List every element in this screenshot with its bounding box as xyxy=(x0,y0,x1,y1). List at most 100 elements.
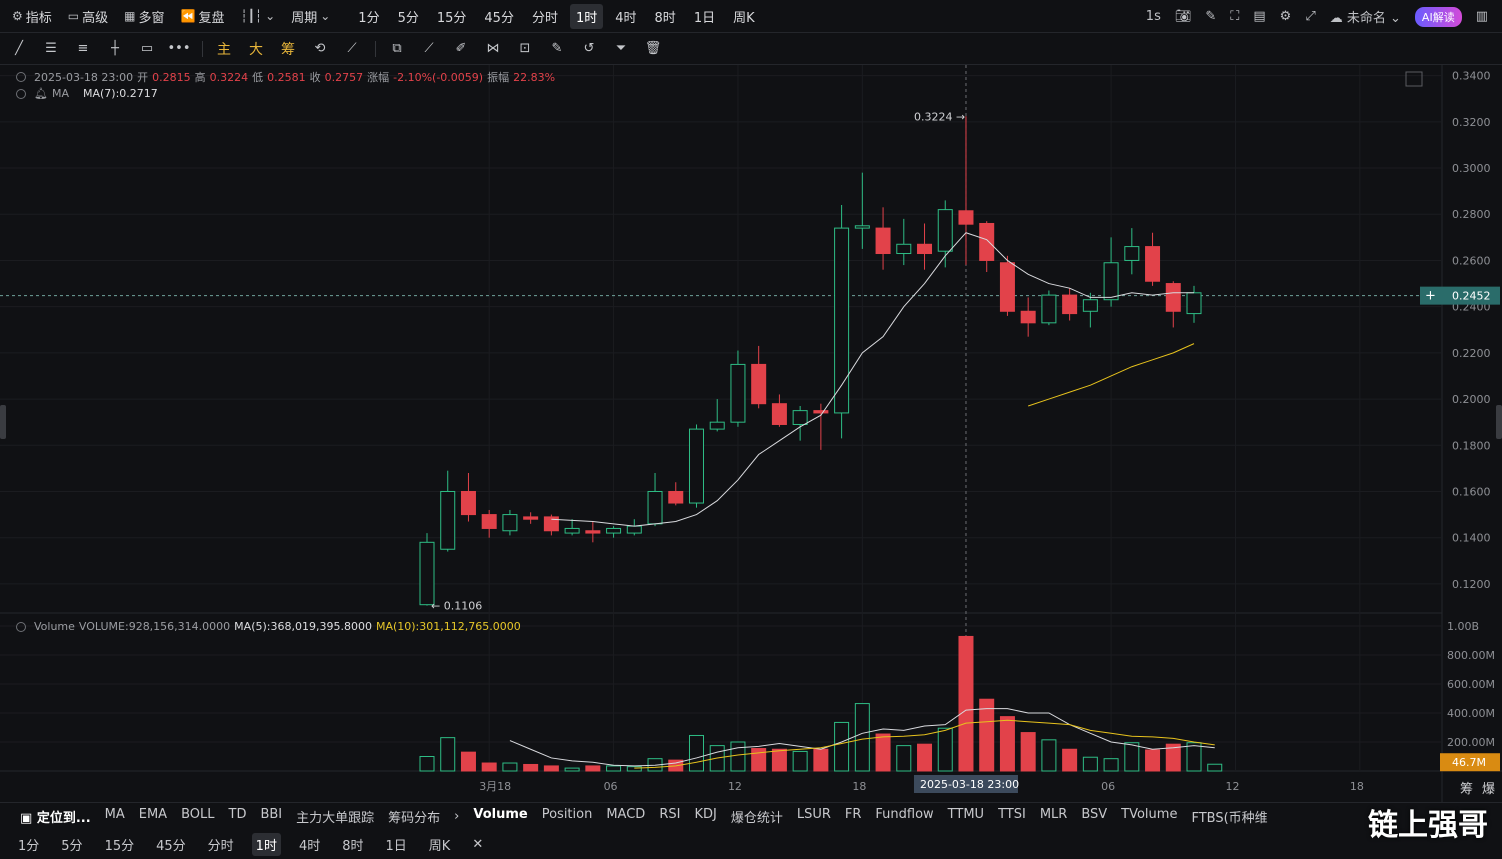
undo-icon[interactable]: ↺ xyxy=(583,41,595,56)
bell-icon[interactable]: 🔔︎ xyxy=(34,87,48,100)
interval-button[interactable]: 1s xyxy=(1145,9,1161,24)
bottom-period-tab-5[interactable]: 1时 xyxy=(251,833,281,856)
chip-button[interactable]: 筹 xyxy=(281,41,295,58)
left-collapse-handle[interactable] xyxy=(0,405,6,439)
bottom-period-tab-6[interactable]: 4时 xyxy=(298,839,321,854)
bottom-period-tab-4[interactable]: 分时 xyxy=(207,839,234,854)
period-tab-0[interactable]: 1分 xyxy=(358,10,380,26)
magnet-icon[interactable]: ⟲ xyxy=(314,41,326,56)
period-tab-3[interactable]: 45分 xyxy=(484,10,514,26)
trash-icon[interactable]: 🗑︎ xyxy=(644,41,662,56)
collapse-icon[interactable] xyxy=(16,88,26,99)
sub-indicator-9[interactable]: TTMU xyxy=(947,807,985,822)
right-collapse-handle[interactable] xyxy=(1496,405,1502,439)
bottom-period-tab-1[interactable]: 5分 xyxy=(61,839,83,854)
crop-icon[interactable]: ⛶ xyxy=(1230,9,1240,24)
close-icon[interactable]: ✕ xyxy=(472,837,484,852)
indicator-button[interactable]: ⚙ 指标 xyxy=(12,7,52,26)
sidebar-toggle-icon[interactable]: ▥ xyxy=(1475,9,1488,24)
chart-type-dropdown[interactable]: ┆┃┆ ⌄ xyxy=(240,9,275,23)
filter-icon[interactable]: ⏷ xyxy=(615,41,627,56)
collapse-icon[interactable] xyxy=(16,621,26,632)
period-tab-9[interactable]: 周K xyxy=(733,10,755,26)
sub-indicator-12[interactable]: BSV xyxy=(1081,807,1108,822)
horizontal-lines-icon[interactable]: ≡ xyxy=(77,41,89,56)
cycle-dropdown[interactable]: 周期 ⌄ xyxy=(291,7,330,26)
fullscreen-icon[interactable]: ⤢ xyxy=(1305,9,1316,24)
text-tool-icon[interactable]: ⧉ xyxy=(392,41,402,56)
camera-icon[interactable]: 📷︎ xyxy=(1174,9,1192,24)
note-icon[interactable]: ✎ xyxy=(551,41,563,56)
main-indicator-1[interactable]: EMA xyxy=(138,807,168,822)
main-indicator-5[interactable]: 主力大单跟踪 xyxy=(296,811,375,826)
edit-icon[interactable]: ✎ xyxy=(1205,9,1217,24)
volume-bar xyxy=(502,762,518,772)
more-icon[interactable]: ••• xyxy=(167,41,191,56)
period-tab-4[interactable]: 分时 xyxy=(531,10,558,26)
big-order-button[interactable]: 大 xyxy=(249,41,263,58)
locate-button[interactable]: ▣ 定位到... xyxy=(20,807,91,826)
rectangle-icon[interactable]: ▭ xyxy=(140,41,154,56)
period-tab-1[interactable]: 5分 xyxy=(397,10,419,26)
low-annotation: ← 0.1106 xyxy=(431,600,482,613)
sub-indicator-5[interactable]: 爆仓统计 xyxy=(730,811,783,826)
sub-indicator-2[interactable]: MACD xyxy=(606,807,646,822)
main-indicator-6[interactable]: 筹码分布 xyxy=(388,811,441,826)
ai-button[interactable]: AI解读 xyxy=(1414,6,1462,27)
sub-indicator-10[interactable]: TTSI xyxy=(998,807,1026,822)
main-indicator-2[interactable]: BOLL xyxy=(181,807,215,822)
main-indicator-4[interactable]: BBI xyxy=(260,807,283,822)
sub-indicator-14[interactable]: FTBS(币种维 xyxy=(1191,811,1268,826)
sub-indicator-6[interactable]: LSUR xyxy=(796,807,831,822)
parallel-lines-icon[interactable]: ☰ xyxy=(45,41,57,56)
advanced-button[interactable]: ▭ 高级 xyxy=(68,7,108,26)
sub-indicator-0[interactable]: Volume xyxy=(473,807,528,822)
layout-dropdown[interactable]: ☁ 未命名 ⌄ xyxy=(1329,11,1401,26)
bottom-period-tab-9[interactable]: 周K xyxy=(428,839,451,854)
collapse-icon[interactable] xyxy=(16,72,26,82)
brush-icon[interactable]: ✐ xyxy=(455,41,467,56)
horizontal-ray-icon[interactable]: ┼ xyxy=(111,41,119,56)
settings-icon[interactable]: ⚙ xyxy=(1279,9,1292,24)
bottom-period-tab-2[interactable]: 15分 xyxy=(104,839,135,854)
sub-indicator-13[interactable]: TVolume xyxy=(1121,807,1178,822)
pattern-icon[interactable]: ⋈ xyxy=(486,41,500,56)
period-tab-2[interactable]: 15分 xyxy=(436,10,467,26)
sub-indicator-1[interactable]: Position xyxy=(541,807,593,822)
multi-window-label: 多窗 xyxy=(138,10,165,26)
period-tab-7[interactable]: 8时 xyxy=(654,10,676,26)
sub-indicator-11[interactable]: MLR xyxy=(1039,807,1068,822)
period-tab-8[interactable]: 1日 xyxy=(693,10,716,26)
bottom-period-tab-3[interactable]: 45分 xyxy=(156,839,186,854)
sub-indicator-7[interactable]: FR xyxy=(844,807,862,822)
period-tab-5[interactable]: 1时 xyxy=(569,3,604,29)
volume-bar xyxy=(999,716,1015,772)
candle-body xyxy=(813,410,829,414)
multi-window-button[interactable]: ▦ 多窗 xyxy=(124,7,164,26)
bottom-period-tab-8[interactable]: 1日 xyxy=(385,839,407,854)
lock-icon[interactable]: ⊡ xyxy=(519,41,531,56)
time-tick-label: 06 xyxy=(1101,780,1115,793)
bottom-period-tab-7[interactable]: 8时 xyxy=(342,839,364,854)
main-force-button[interactable]: 主 xyxy=(217,41,231,58)
trend-line-icon[interactable]: ╱ xyxy=(15,41,23,56)
period-tab-6[interactable]: 4时 xyxy=(615,10,637,26)
chevron-right-icon[interactable]: › xyxy=(454,809,460,824)
high-label: 高 xyxy=(194,71,206,84)
measure-icon[interactable]: ⟋ xyxy=(347,41,357,56)
replay-icon: ⏪ xyxy=(180,9,196,23)
calendar-icon[interactable]: ▤ xyxy=(1253,9,1266,24)
main-indicator-3[interactable]: TD xyxy=(228,807,247,822)
main-indicator-0[interactable]: MA xyxy=(104,807,125,822)
price-chart[interactable]: 0.34000.32000.30000.28000.26000.24000.22… xyxy=(0,65,1502,802)
replay-button[interactable]: ⏪ 复盘 xyxy=(181,7,225,26)
sub-indicator-4[interactable]: KDJ xyxy=(694,807,717,822)
sub-indicator-8[interactable]: Fundflow xyxy=(875,807,934,822)
sub-indicator-3[interactable]: RSI xyxy=(659,807,681,822)
candle-body xyxy=(1062,294,1078,315)
high-value: 0.3224 xyxy=(209,70,249,84)
time-tick-label: 3月18 xyxy=(479,780,511,793)
candle-body xyxy=(440,490,456,550)
ruler-icon[interactable]: ⟋ xyxy=(424,41,434,56)
bottom-period-tab-0[interactable]: 1分 xyxy=(18,839,40,854)
